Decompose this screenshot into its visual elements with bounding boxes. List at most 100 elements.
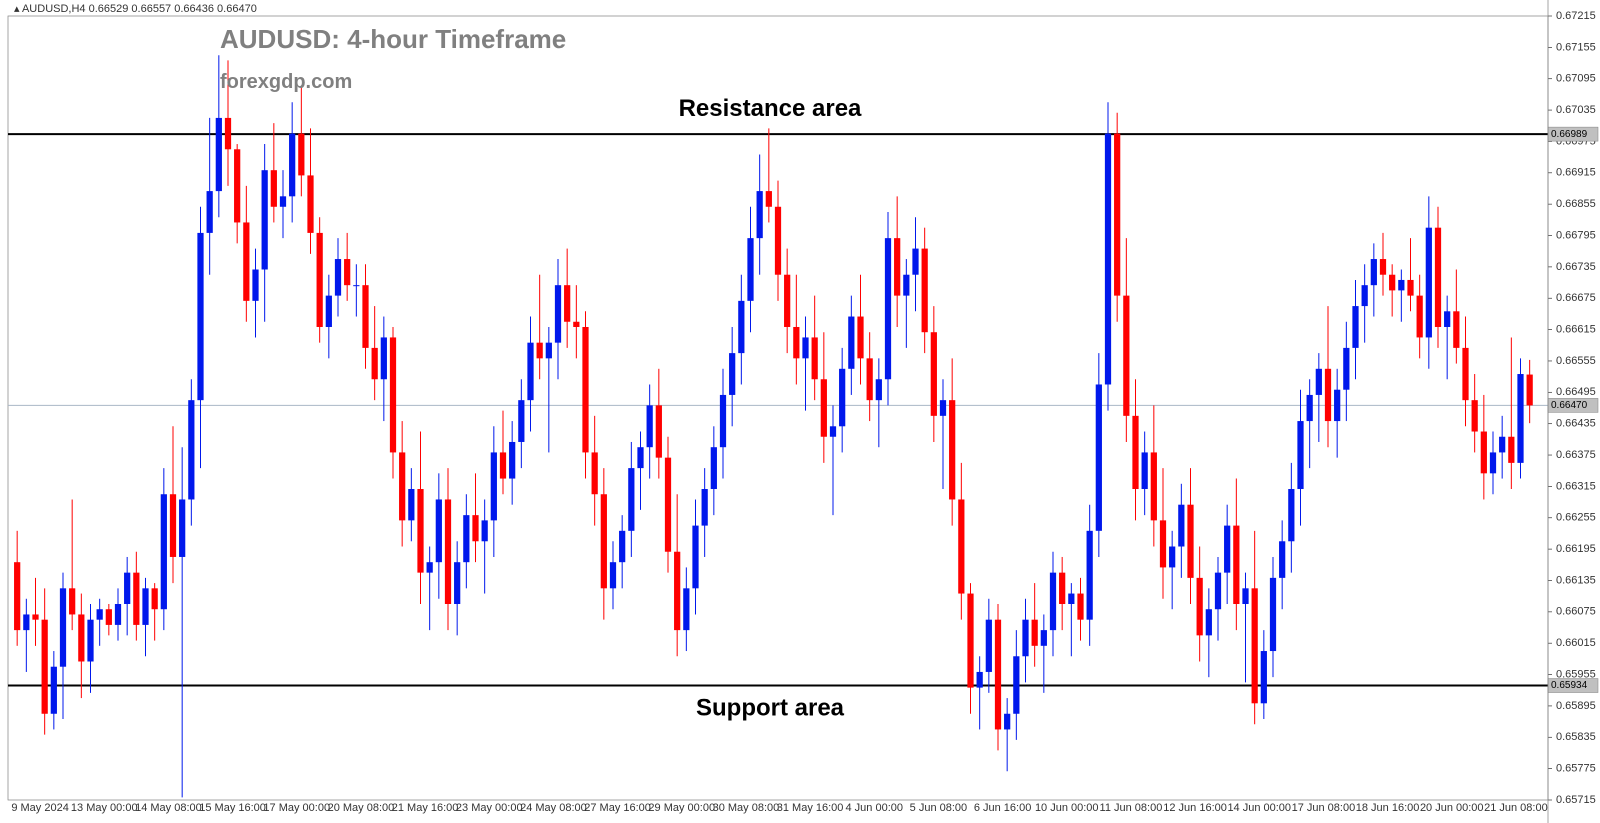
candle: [1114, 134, 1120, 296]
candle: [97, 609, 103, 619]
x-axis-label: 9 May 2024: [11, 802, 68, 814]
candle: [793, 327, 799, 358]
candle: [326, 296, 332, 327]
x-axis-label: 18 Jun 16:00: [1356, 802, 1420, 814]
x-axis-label: 6 Jun 16:00: [974, 802, 1032, 814]
candle: [69, 588, 75, 614]
candle: [775, 207, 781, 275]
y-axis-label: 0.66375: [1556, 449, 1596, 461]
candle: [445, 499, 451, 604]
candle: [1343, 348, 1349, 390]
candle: [1233, 526, 1239, 604]
chart-root: 0.657150.657750.658350.658950.659550.660…: [0, 0, 1600, 823]
candle: [1004, 714, 1010, 730]
y-axis-label: 0.66855: [1556, 198, 1596, 210]
candle: [1527, 375, 1533, 406]
candle: [335, 259, 341, 296]
x-axis-label: 29 May 00:00: [648, 802, 715, 814]
candle: [1352, 306, 1358, 348]
candle: [1041, 630, 1047, 646]
candle: [280, 196, 286, 206]
candle: [912, 249, 918, 275]
candle: [399, 452, 405, 520]
candle: [729, 353, 735, 395]
candle: [766, 191, 772, 207]
candle: [152, 588, 158, 609]
candle: [408, 489, 414, 520]
candle: [1105, 134, 1111, 385]
y-axis-label: 0.65895: [1556, 700, 1596, 712]
candle: [986, 620, 992, 672]
y-axis-label: 0.67215: [1556, 10, 1596, 22]
candle: [527, 343, 533, 400]
candle: [1169, 547, 1175, 568]
x-axis-label: 31 May 16:00: [777, 802, 844, 814]
candle: [1426, 228, 1432, 338]
x-axis-label: 20 May 08:00: [328, 802, 395, 814]
chart-subtitle: forexgdp.com: [220, 71, 352, 93]
x-axis-label: 10 Jun 00:00: [1035, 802, 1099, 814]
y-axis-label: 0.66135: [1556, 574, 1596, 586]
y-axis-label: 0.66435: [1556, 418, 1596, 430]
candle: [491, 452, 497, 520]
candle: [1435, 228, 1441, 327]
x-axis-label: 13 May 00:00: [71, 802, 138, 814]
candle: [1087, 531, 1093, 620]
candle: [903, 275, 909, 296]
candle: [262, 170, 268, 269]
candle: [1178, 505, 1184, 547]
y-axis-label: 0.66075: [1556, 606, 1596, 618]
y-axis-label: 0.66495: [1556, 386, 1596, 398]
candle: [1123, 296, 1129, 416]
candle: [472, 515, 478, 541]
candle: [463, 515, 469, 562]
candle: [179, 499, 185, 556]
candle: [1517, 374, 1523, 463]
x-axis-label: 30 May 08:00: [713, 802, 780, 814]
candle: [537, 343, 543, 359]
candle: [436, 499, 442, 562]
candle: [876, 379, 882, 400]
candle: [23, 614, 29, 630]
y-axis-label: 0.66555: [1556, 355, 1596, 367]
candle: [1151, 452, 1157, 520]
x-axis-label: 15 May 16:00: [199, 802, 266, 814]
candle: [1316, 369, 1322, 395]
candle: [1444, 311, 1450, 327]
x-axis-label: 12 Jun 16:00: [1163, 802, 1227, 814]
candle: [1288, 489, 1294, 541]
y-axis-label: 0.65715: [1556, 794, 1596, 806]
x-axis-label: 20 Jun 00:00: [1420, 802, 1484, 814]
candle: [188, 400, 194, 499]
candle: [234, 149, 240, 222]
candle: [1270, 578, 1276, 651]
candle: [197, 233, 203, 400]
candle: [454, 562, 460, 604]
symbol-header: ▴ AUDUSD,H4 0.66529 0.66557 0.66436 0.66…: [14, 3, 257, 15]
candle: [78, 614, 84, 661]
price-label: 0.66989: [1551, 129, 1588, 140]
candle: [106, 609, 112, 625]
candle: [1334, 390, 1340, 421]
candle: [647, 405, 653, 447]
x-axis-label: 27 May 16:00: [584, 802, 651, 814]
candle: [784, 275, 790, 327]
candle: [592, 452, 598, 494]
candle: [1307, 395, 1313, 421]
resistance-label: Resistance area: [679, 95, 862, 122]
candle: [1160, 520, 1166, 567]
y-axis-label: 0.66795: [1556, 229, 1596, 241]
candlestick-chart[interactable]: 0.657150.657750.658350.658950.659550.660…: [0, 0, 1600, 823]
candle: [610, 562, 616, 588]
candle: [665, 458, 671, 552]
candle: [216, 118, 222, 191]
candle: [362, 285, 368, 348]
candle: [170, 494, 176, 557]
candle: [601, 494, 607, 588]
candle: [353, 285, 359, 286]
candle: [307, 175, 313, 232]
y-axis-label: 0.66315: [1556, 480, 1596, 492]
candle: [317, 233, 323, 327]
candle: [812, 337, 818, 379]
candle: [949, 400, 955, 499]
